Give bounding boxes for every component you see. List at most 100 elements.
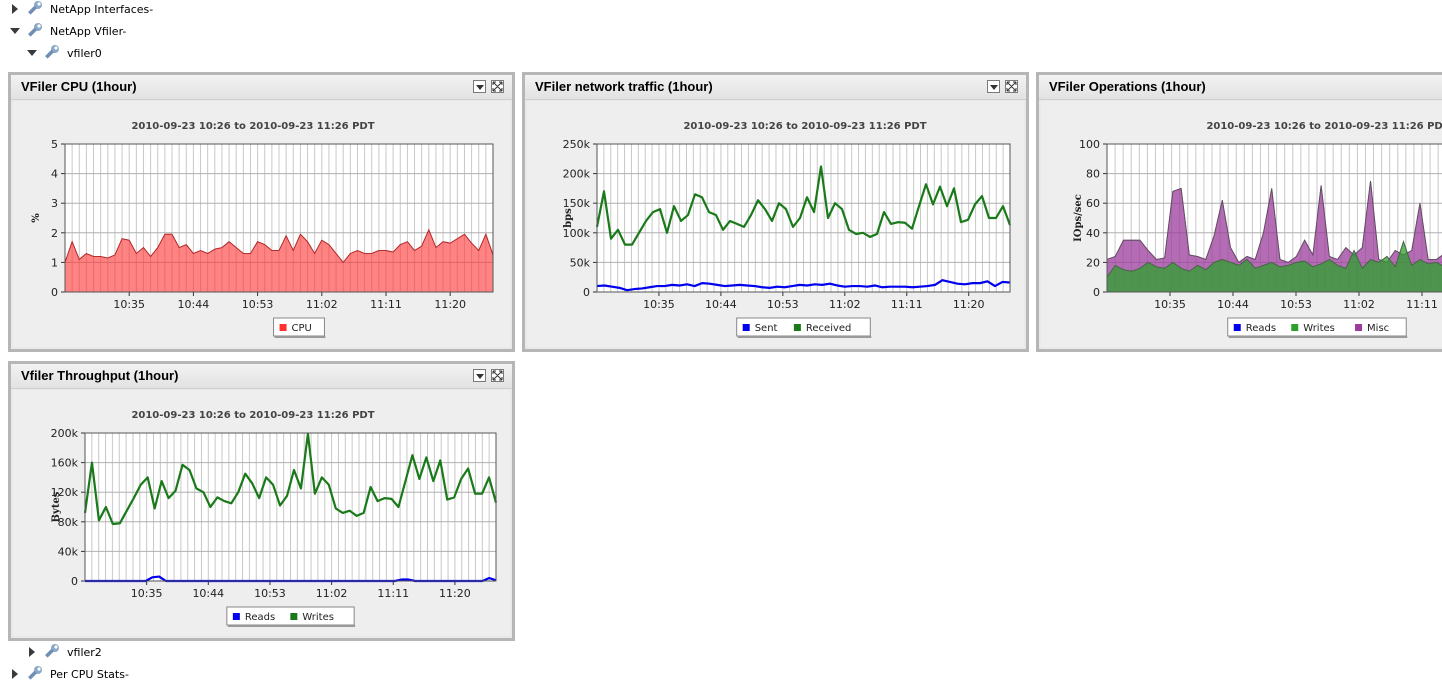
panel-vfiler-operations: VFiler Operations (1hour) 2010-09-23 10:…: [1036, 72, 1442, 352]
legend-label-misc: Misc: [1367, 323, 1389, 334]
chart-subtitle: 2010-09-23 10:26 to 2010-09-23 11:26 PDT: [131, 121, 374, 132]
wrench-icon: [45, 644, 59, 658]
y-tick-label: 100k: [563, 227, 591, 240]
dropdown-icon[interactable]: [473, 80, 486, 93]
series-line-writes: [83, 432, 498, 526]
legend-swatch-sent: [742, 324, 750, 331]
plot-border: [596, 143, 1011, 293]
y-tick-label: 40k: [58, 545, 79, 558]
panel-header: VFiler network traffic (1hour): [525, 75, 1026, 100]
y-tick-label: 4: [51, 168, 58, 181]
expand-arrow-icon[interactable]: [10, 669, 20, 679]
collapse-arrow-icon[interactable]: [27, 48, 37, 58]
y-tick-label: 20: [1086, 256, 1100, 269]
chart-body: 2010-09-23 10:26 to 2010-09-23 11:26 PDT…: [1041, 101, 1442, 347]
wrench-icon: [28, 1, 42, 15]
panel-header: VFiler Operations (1hour): [1039, 75, 1442, 100]
tree-node-per-cpu-stats[interactable]: Per CPU Stats-: [10, 665, 129, 683]
panel-vfiler-throughput: Vfiler Throughput (1hour) 2010-09-23 10:…: [8, 361, 515, 641]
wrench-icon: [28, 666, 42, 680]
y-tick-label: 250k: [563, 138, 591, 151]
tree-node-vfiler0[interactable]: vfiler0: [27, 44, 102, 62]
series-outline-misc: [1106, 180, 1442, 263]
x-tick-label: 11:02: [1343, 298, 1375, 311]
x-tick-label: 11:20: [953, 298, 985, 311]
y-tick-label: 40: [1086, 227, 1100, 240]
legend-shadow: [1228, 336, 1408, 338]
series-line-received: [595, 165, 1012, 246]
x-tick-label: 10:44: [178, 298, 210, 311]
dropdown-icon[interactable]: [473, 369, 486, 382]
legend-swatch-reads: [1233, 324, 1241, 331]
y-tick-label: 3: [51, 197, 58, 210]
wrench-icon: [28, 23, 42, 37]
legend-label-reads: Reads: [1246, 323, 1276, 334]
y-tick-label: 200k: [563, 168, 591, 181]
legend-swatch-reads: [232, 613, 240, 620]
expand-arrow-icon[interactable]: [27, 647, 37, 657]
expand-arrow-icon[interactable]: [10, 4, 20, 14]
y-tick-label: 0: [1093, 286, 1100, 299]
panel-title: VFiler CPU (1hour): [21, 79, 137, 94]
maximize-icon[interactable]: [491, 369, 504, 382]
y-tick-label: 2: [51, 227, 58, 240]
cpu-chart: 2010-09-23 10:26 to 2010-09-23 11:26 PDT…: [31, 121, 494, 338]
x-tick-label: 10:44: [192, 587, 224, 600]
legend-label-writes: Writes: [302, 612, 334, 623]
legend-swatch-writes: [1291, 324, 1299, 331]
tree-node-vfiler2[interactable]: vfiler2: [27, 643, 102, 661]
panel-header: VFiler CPU (1hour): [11, 75, 512, 100]
chart-subtitle: 2010-09-23 10:26 to 2010-09-23 11:26 PDT: [683, 121, 926, 132]
x-tick-label: 11:11: [370, 298, 402, 311]
y-tick-label: 0: [583, 286, 590, 299]
plot-border: [1106, 143, 1442, 293]
chart-subtitle: 2010-09-23 10:26 to 2010-09-23 11:26 PDT: [1206, 121, 1442, 132]
legend-shadow: [274, 336, 326, 338]
y-tick-label: 60: [1086, 197, 1100, 210]
dropdown-icon[interactable]: [987, 80, 1000, 93]
collapse-arrow-icon[interactable]: [10, 26, 20, 36]
legend-label-writes: Writes: [1303, 323, 1335, 334]
chart-body: 2010-09-23 10:26 to 2010-09-23 11:26 PDT…: [527, 101, 1024, 347]
y-tick-label: 100: [1079, 138, 1100, 151]
panel-title: VFiler network traffic (1hour): [535, 79, 713, 94]
wrench-icon: [45, 45, 59, 59]
tree-label-vfiler0: vfiler0: [67, 46, 102, 60]
x-tick-label: 11:20: [439, 587, 471, 600]
legend-swatch-received: [793, 324, 801, 331]
legend-label-reads: Reads: [245, 612, 275, 623]
x-tick-label: 11:02: [316, 587, 348, 600]
tree-label-netapp-interfaces: NetApp Interfaces-: [50, 2, 154, 16]
legend-swatch-writes: [290, 613, 298, 620]
tree-node-netapp-vfiler[interactable]: NetApp Vfiler-: [10, 22, 126, 40]
legend-shadow: [737, 336, 872, 338]
panel-title: Vfiler Throughput (1hour): [21, 368, 179, 383]
maximize-icon[interactable]: [491, 80, 504, 93]
legend: Reads Writes: [226, 606, 356, 627]
chart-body: 2010-09-23 10:26 to 2010-09-23 11:26 PDT…: [13, 101, 510, 347]
y-tick-label: 120k: [51, 486, 79, 499]
y-tick-label: 0: [51, 286, 58, 299]
y-axis-label: Bytes: [51, 491, 62, 522]
legend: Sent Received: [736, 317, 872, 338]
y-tick-label: 0: [71, 575, 78, 588]
panel-title: VFiler Operations (1hour): [1049, 79, 1206, 94]
x-tick-label: 10:35: [131, 587, 163, 600]
legend-label-sent: Sent: [755, 323, 778, 334]
y-tick-label: 160k: [51, 457, 79, 470]
tree-node-netapp-interfaces[interactable]: NetApp Interfaces-: [10, 0, 153, 18]
legend-label-received: Received: [806, 323, 852, 334]
y-axis-label: IOps/sec: [1073, 194, 1084, 242]
panel-header: Vfiler Throughput (1hour): [11, 364, 512, 389]
series-outline-cpu: [64, 228, 494, 264]
legend-swatch-cpu: [279, 324, 287, 331]
x-tick-label: 11:11: [891, 298, 923, 311]
maximize-icon[interactable]: [1005, 80, 1018, 93]
y-tick-label: 80: [1086, 168, 1100, 181]
throughput-chart: 2010-09-23 10:26 to 2010-09-23 11:26 PDT…: [51, 410, 498, 627]
x-tick-label: 11:02: [306, 298, 338, 311]
network-chart: 2010-09-23 10:26 to 2010-09-23 11:26 PDT…: [563, 121, 1012, 338]
x-tick-label: 11:02: [829, 298, 861, 311]
x-tick-label: 10:53: [242, 298, 274, 311]
tree-label-per-cpu-stats: Per CPU Stats-: [50, 667, 129, 681]
